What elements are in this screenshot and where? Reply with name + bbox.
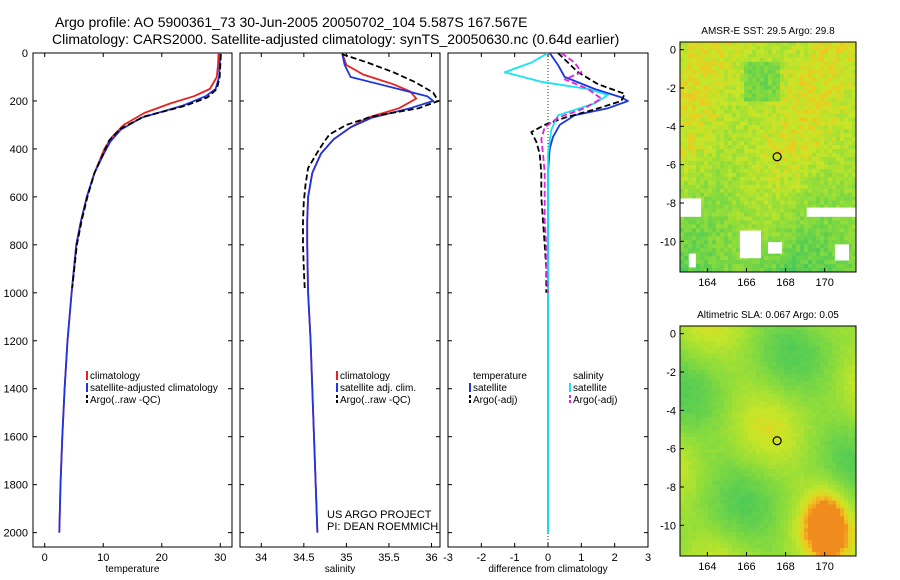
temperature-y-tick-label: 400 (10, 144, 28, 156)
sst_map-missing-data-patch (768, 242, 783, 254)
salinity-series-satellite-adj-clim (306, 53, 435, 533)
difference-x-tick-label: -1 (510, 552, 520, 564)
temperature-y-tick-label: 1400 (4, 384, 28, 396)
temperature-legend-label-satellite-adjusted-climatology: satellite-adjusted climatology (90, 383, 218, 394)
salinity-legend-label-satellite-adj-clim: satellite adj. clim. (340, 383, 416, 394)
sla_map-x-tick-label: 168 (776, 561, 794, 573)
credit-line-1: US ARGO PROJECT (327, 509, 432, 521)
sst_map-argo-position-marker (772, 152, 782, 162)
sla_map-y-tick-label: 0 (670, 329, 676, 341)
temperature-y-tick-label: 1600 (4, 432, 28, 444)
sla_map-argo-position-marker (772, 436, 782, 446)
temperature-x-axis-label: temperature (106, 564, 160, 575)
sst_map-missing-data-patch (680, 198, 702, 217)
sst_map-title: AMSR-E SST: 29.5 Argo: 29.8 (701, 26, 835, 37)
temperature-y-tick-label: 800 (10, 240, 28, 252)
temperature-y-tick-label: 1800 (4, 480, 28, 492)
temperature-x-tick-label: 30 (214, 552, 226, 564)
sla_map-title: Altimetric SLA: 0.067 Argo: 0.05 (697, 310, 839, 321)
difference-x-tick-label: 2 (612, 552, 618, 564)
temperature-x-tick-label: 0 (42, 552, 48, 564)
sla_map-y-tick-label: -8 (666, 482, 676, 494)
difference-series-temperature-argo-adj (530, 53, 626, 293)
sla_map-y-tick-label: -6 (666, 444, 676, 456)
sla_map-x-tick-label: 166 (737, 561, 755, 573)
sla_map-heatmap-field (680, 326, 857, 557)
sst_map-y-tick-label: -2 (666, 83, 676, 95)
difference-legend-label-argo-adj: Argo(-adj) (473, 395, 517, 406)
figure-title-line-1: Argo profile: AO 5900361_73 30-Jun-2005 … (55, 14, 528, 30)
sst_map-x-tick-label: 170 (816, 277, 834, 289)
sst-map-panel: AMSR-E SST: 29.5 Argo: 29.8 164 166 168 170 0… (660, 26, 857, 289)
difference-x-tick-label: -2 (476, 552, 486, 564)
temperature-legend-label-argo-raw-qc: Argo(..raw -QC) (90, 395, 161, 406)
sst_map-x-tick-label: 166 (737, 277, 755, 289)
salinity-x-tick-label: 36 (425, 552, 437, 564)
sst_map-y-tick-label: -6 (666, 160, 676, 172)
temperature-plot-frame (32, 52, 233, 548)
temperature-y-tick-label: 0 (22, 48, 28, 60)
salinity-plot-frame (239, 52, 441, 548)
difference-legend-label-argo-adj: Argo(-adj) (573, 395, 617, 406)
salinity-legend-label-argo-raw-qc: Argo(..raw -QC) (340, 395, 411, 406)
difference-x-tick-label: -3 (443, 552, 453, 564)
temperature-x-tick-label: 10 (97, 552, 109, 564)
temperature-y-tick-label: 1200 (4, 336, 28, 348)
salinity-x-tick-label: 34 (255, 552, 267, 564)
sst_map-x-tick-label: 164 (698, 277, 716, 289)
temperature-panel: 0 10 20 30 0 200 400 600 800 1000 1200 1400 1600 1800… (4, 48, 233, 575)
difference-x-tick-label: 3 (645, 552, 651, 564)
sst_map-heatmap-field (680, 42, 857, 273)
temperature-y-tick-label: 600 (10, 192, 28, 204)
sla-map-panel: Altimetric SLA: 0.067 Argo: 0.05 164 166 16… (660, 310, 857, 573)
salinity-panel: 34 34.5 35 35.5 36 salinity climatologysatelli… (239, 52, 441, 575)
sst_map-y-tick-label: -8 (666, 198, 676, 210)
salinity-x-axis-label: salinity (325, 564, 356, 575)
temperature-y-tick-label: 200 (10, 96, 28, 108)
difference-panel: -3 -2 -1 0 1 2 3 difference from climatology tem… (443, 52, 651, 575)
sla_map-y-tick-label: -2 (666, 367, 676, 379)
salinity-legend-label-climatology: climatology (340, 371, 390, 382)
difference-x-tick-label: 1 (578, 552, 584, 564)
sla_map-x-tick-label: 170 (816, 561, 834, 573)
sst_map-missing-data-patch (806, 207, 856, 217)
temperature-x-tick-label: 20 (156, 552, 168, 564)
sst_map-missing-data-patch (834, 244, 849, 261)
sla_map-y-tick-label: -10 (660, 520, 676, 532)
temperature-series-argo-raw-qc (71, 54, 222, 289)
sst_map-y-tick-label: -4 (666, 121, 676, 133)
difference-x-axis-label: difference from climatology (488, 564, 607, 575)
difference-legend-label-satellite: satellite (573, 383, 607, 394)
sst_map-missing-data-patch (688, 253, 696, 268)
difference-legend-header-salinity: salinity (573, 371, 604, 382)
sla_map-x-tick-label: 164 (698, 561, 716, 573)
sla_map-y-tick-label: -4 (666, 405, 676, 417)
sst_map-y-tick-label: -10 (660, 236, 676, 248)
sst_map-missing-data-patch (739, 230, 761, 259)
difference-series-salinity-argo-adj (540, 53, 603, 293)
figure-title-line-2: Climatology: CARS2000. Satellite-adjuste… (52, 31, 620, 47)
temperature-y-tick-label: 1000 (4, 288, 28, 300)
sst_map-frame (679, 41, 857, 273)
salinity-x-tick-label: 34.5 (293, 552, 314, 564)
salinity-x-tick-label: 35.5 (378, 552, 399, 564)
sla_map-frame (679, 325, 857, 557)
difference-legend-header-temperature: temperature (473, 371, 527, 382)
difference-legend-label-satellite: satellite (473, 383, 507, 394)
difference-x-tick-label: 0 (545, 552, 551, 564)
sst_map-x-tick-label: 168 (776, 277, 794, 289)
credit-line-2: PI: DEAN ROEMMICH (327, 521, 438, 533)
sst_map-y-tick-label: 0 (670, 45, 676, 57)
salinity-x-tick-label: 35 (340, 552, 352, 564)
temperature-legend-label-climatology: climatology (90, 371, 140, 382)
temperature-y-tick-label: 2000 (4, 528, 28, 540)
salinity-series-argo-raw-qc (302, 53, 440, 289)
